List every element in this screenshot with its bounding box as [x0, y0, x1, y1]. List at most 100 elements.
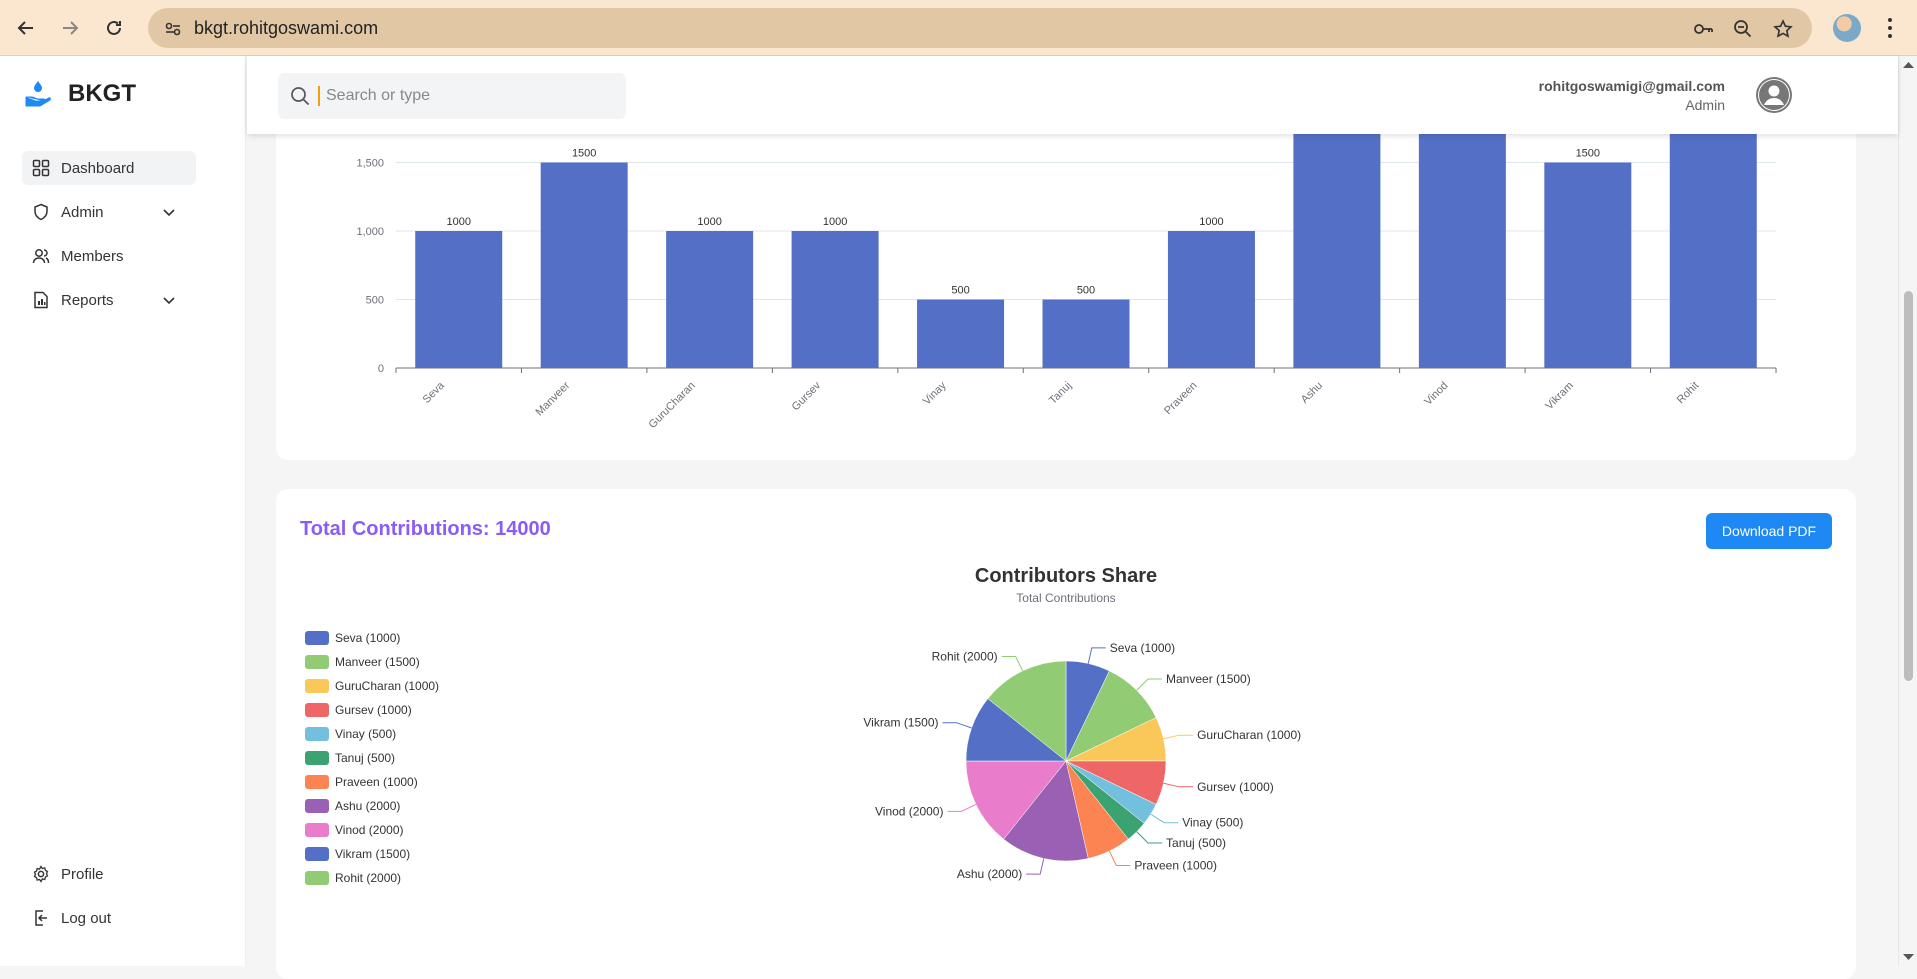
pie-label-line [1136, 831, 1163, 844]
brand-name: BKGT [68, 80, 136, 107]
legend-entry: Gursev (1000) [335, 703, 412, 717]
reload-button[interactable] [100, 14, 128, 42]
sidebar: BKGT Dashboard Admin Members Reports Pro… [0, 56, 246, 966]
pie-data-label: Vinay (500) [1182, 816, 1243, 830]
bar [1293, 94, 1381, 368]
sidebar-item-logout[interactable]: Log out [22, 901, 196, 935]
legend-swatch [305, 655, 329, 669]
y-tick-label: 1,500 [356, 158, 384, 170]
sidebar-item-label: Admin [61, 203, 104, 221]
sidebar-item-label: Members [61, 247, 124, 265]
bar [917, 299, 1005, 368]
pie-label-line [1136, 678, 1163, 691]
password-key-icon[interactable] [1692, 18, 1714, 40]
back-button[interactable] [12, 14, 40, 42]
shield-icon [34, 203, 48, 221]
pie-label-line [1163, 782, 1194, 788]
page-scrollbar[interactable] [1898, 56, 1917, 966]
bar-data-label: 500 [1077, 285, 1095, 297]
total-contributions-title: Total Contributions: 14000 [300, 518, 551, 540]
sidebar-item-admin[interactable]: Admin [22, 195, 196, 229]
bar-data-label: 1500 [572, 148, 596, 160]
pie-label-line [947, 803, 977, 812]
pie-slice [987, 660, 1067, 762]
y-tick-label: 500 [366, 295, 384, 307]
bar [540, 162, 628, 368]
bar [1167, 231, 1255, 368]
legend-swatch [305, 703, 329, 717]
pie-data-label: Manveer (1500) [1166, 672, 1251, 686]
bar-data-label: 1000 [446, 216, 470, 228]
site-settings-icon[interactable] [162, 18, 184, 40]
bar [1418, 94, 1506, 368]
forward-button[interactable] [56, 14, 84, 42]
x-tick-label: Manveer [534, 379, 573, 418]
contributions-bar-chart: 0 500 1,000 1,500 1000 Seva 1500 Manveer 1000 Gur… [356, 94, 1777, 431]
pie-label-line [1001, 655, 1024, 672]
pie-label-line [1108, 850, 1131, 867]
bar [1042, 299, 1130, 368]
x-tick-label: Praveen [1162, 380, 1199, 417]
bar-chart-card: 0 500 1,000 1,500 1000 Seva 1500 Manveer 1000 Gur… [276, 94, 1856, 460]
chevron-down-icon [163, 209, 175, 217]
bar-data-label: 500 [951, 285, 969, 297]
contributions-card: Total Contributions: 14000 Download PDF … [276, 489, 1856, 979]
pie-label-line [1026, 858, 1045, 875]
arrow-right-icon [63, 21, 79, 35]
user-avatar[interactable] [1756, 77, 1792, 113]
legend-entry: Vinod (2000) [335, 823, 404, 837]
pie-data-label: Rohit (2000) [932, 649, 998, 663]
scroll-up-icon[interactable] [1899, 58, 1917, 72]
user-role: Admin [1685, 97, 1725, 113]
chevron-down-icon [163, 297, 175, 305]
users-icon [32, 249, 50, 264]
gear-icon [33, 865, 49, 883]
sidebar-item-members[interactable]: Members [22, 239, 196, 273]
legend-entry: Tanuj (500) [335, 751, 395, 765]
download-pdf-button[interactable]: Download PDF [1706, 513, 1832, 549]
legend-entry: Seva (1000) [335, 631, 400, 645]
scroll-down-icon[interactable] [1899, 950, 1917, 964]
user-email: rohitgoswamigi@gmail.com [1538, 78, 1725, 94]
hand-drop-icon [25, 81, 51, 107]
pie-data-label: Gursev (1000) [1197, 780, 1274, 794]
sidebar-item-dashboard[interactable]: Dashboard [22, 151, 196, 185]
scrollbar-thumb[interactable] [1904, 291, 1913, 681]
address-bar[interactable]: bkgt.rohitgoswami.com [148, 8, 1812, 48]
bar [1669, 94, 1757, 368]
search-input[interactable] [326, 87, 606, 105]
x-tick-label: Tanuj [1047, 380, 1074, 407]
legend-entry: GuruCharan (1000) [335, 679, 439, 693]
top-header: rohitgoswamigi@gmail.com Admin [247, 56, 1898, 134]
sidebar-item-profile[interactable]: Profile [22, 857, 196, 891]
pie-data-label: Seva (1000) [1110, 641, 1175, 655]
legend-swatch [305, 847, 329, 861]
x-tick-label: Vinod [1422, 380, 1450, 408]
browser-profile-avatar[interactable] [1833, 14, 1861, 42]
bar [415, 231, 503, 368]
legend-entry: Ashu (2000) [335, 799, 400, 813]
brand-logo[interactable]: BKGT [24, 80, 136, 108]
x-tick-label: Ashu [1299, 380, 1325, 406]
url-text: bkgt.rohitgoswami.com [194, 18, 379, 38]
sidebar-item-label: Dashboard [61, 159, 135, 177]
browser-menu-icon[interactable] [1880, 14, 1900, 42]
contributors-pie-chart: Contributors Share Total Contributions Sev… [305, 565, 1301, 885]
legend-swatch [305, 871, 329, 885]
pie-data-label: Tanuj (500) [1166, 836, 1226, 850]
x-tick-label: Vikram [1543, 380, 1576, 413]
bar [1544, 162, 1632, 368]
x-tick-label: Vinay [921, 379, 949, 407]
sidebar-item-label: Reports [61, 291, 114, 309]
x-tick-label: GuruCharan [646, 380, 697, 431]
y-tick-label: 1,000 [356, 226, 384, 238]
sidebar-item-label: Log out [61, 909, 112, 927]
legend-swatch [305, 823, 329, 837]
bookmark-star-icon[interactable] [1772, 18, 1794, 40]
sidebar-item-reports[interactable]: Reports [22, 283, 196, 317]
zoom-icon[interactable] [1732, 18, 1754, 40]
legend-swatch [305, 775, 329, 789]
search-box[interactable] [278, 73, 626, 119]
pie-data-label: Vikram (1500) [863, 716, 938, 730]
bar-data-label: 1000 [1199, 216, 1223, 228]
